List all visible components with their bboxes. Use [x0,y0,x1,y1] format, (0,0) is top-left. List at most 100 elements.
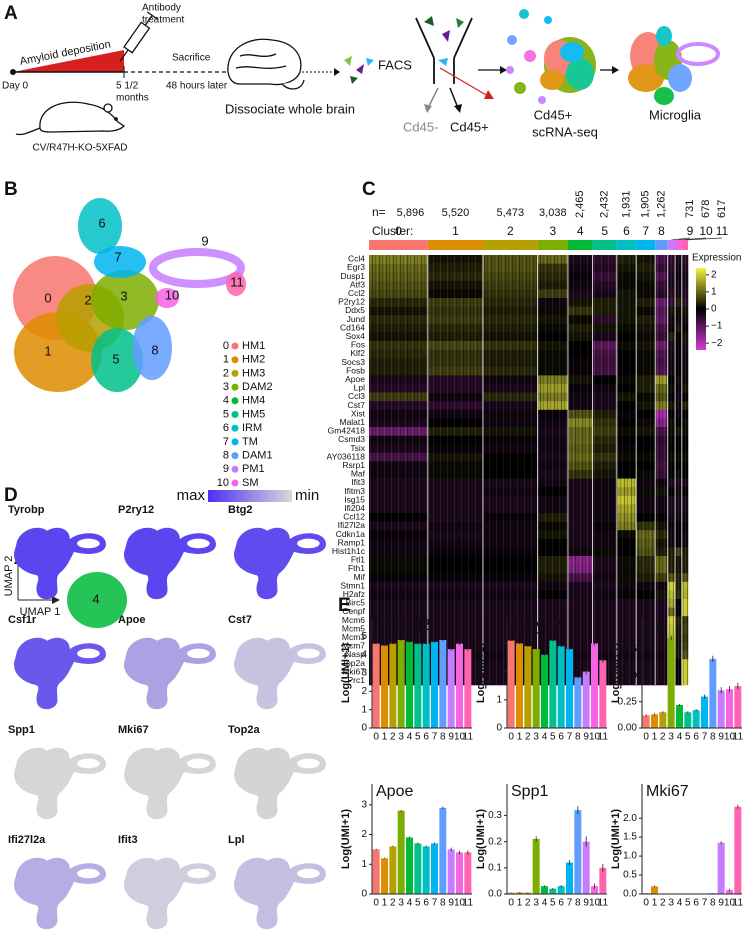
legend-id: 9 [223,463,229,475]
bar [701,696,708,728]
feature-silhouette [124,747,216,820]
cluster-id: 4 [577,224,584,238]
x-tick-label: 1 [382,898,388,909]
heatmap-texture [369,255,688,685]
bar [591,643,598,728]
gene-label: Prc1 [348,675,366,685]
n-value: 1,262 [655,190,667,218]
y-tick-label: 2 [361,829,367,840]
y-tick-label: 4 [361,649,367,660]
x-tick-label: 10 [724,732,736,743]
bar [422,643,430,728]
gene-label: Ccl2 [348,288,365,298]
bar [651,886,658,894]
bar [667,637,675,728]
x-tick-label: 5 [685,732,691,743]
legend-name: SM [242,477,259,489]
x-tick-label: 6 [423,898,429,909]
sacrifice-label: Sacrifice [172,53,211,64]
feature-title: Ifit3 [118,834,138,846]
feature-plot [14,637,106,710]
cluster-bar [427,240,483,250]
gene-label: Cst7 [348,400,366,410]
umap-thumbnail [506,9,596,104]
cluster-number: 9 [201,233,208,248]
x-tick-label: 2 [390,732,396,743]
x-tick-label: 0 [373,732,379,743]
feature-title: Spp1 [8,724,35,736]
y-tick-label: 3 [496,638,502,649]
cluster-number: 4 [92,591,99,606]
facs-label: FACS [378,57,412,72]
x-tick-label: 7 [567,898,573,909]
x-tick-label: 3 [533,732,539,743]
feature-title: P2ry12 [118,504,154,516]
gene-label: Ifi204 [344,503,365,513]
legend-name: HM4 [242,395,265,407]
cluster-id: 7 [642,224,649,238]
panel-c: C n= Cluster: 5,896 0 5,520 1 5,473 2 3,038 3 2,46… [327,179,741,686]
feature-plot [124,637,216,710]
arrowhead [612,66,619,74]
x-tick-label: 5 [685,898,691,909]
gene-label: Cdkn1a [336,529,366,539]
y-tick-label: 1.5 [623,832,637,843]
gene-label: Hist1h1c [332,546,366,556]
legend-name: HM5 [242,408,265,420]
legend-name: DAM2 [242,381,273,393]
legend-dot [231,383,239,391]
loop-hole [297,648,320,659]
loop-hole [77,868,100,879]
cluster-number: 1 [44,343,51,358]
bar [439,807,447,894]
x-tick-label: 6 [558,732,564,743]
feature-title: Tyrobp [8,504,45,516]
x-tick-label: 7 [702,732,708,743]
bar [397,640,405,728]
x-tick-label: 9 [583,732,589,743]
umap-cluster [67,572,127,628]
syringe [119,11,158,62]
cluster-id: 11 [716,224,729,238]
legend-id: 8 [223,450,229,462]
feature-plot [234,747,326,820]
cluster-number: 5 [112,351,119,366]
gene-label: Csmd3 [338,434,365,444]
bar [372,643,380,728]
months-label: months [116,93,149,104]
bar [599,660,607,728]
bar [532,649,540,728]
cluster-number: 8 [151,342,158,357]
max-label: max [177,487,206,504]
bar [524,892,532,894]
gene-label: Stmn1 [340,580,365,590]
x-tick-label: 4 [677,732,683,743]
cluster-label: Cluster: [372,224,413,238]
y-tick-label: 2.0 [623,813,637,824]
x-tick-label: 2 [525,732,531,743]
y-tick-label: 1 [496,694,502,705]
bar [507,892,515,894]
bar [464,649,472,728]
bar [676,704,683,728]
x-tick-label: 11 [463,732,474,743]
feature-title: Btg2 [228,504,252,516]
min-label: min [295,487,319,504]
cluster-bar [636,240,656,250]
feature-plot [14,747,106,820]
bar [541,654,548,728]
n-value: 5,520 [442,207,470,219]
x-tick-label: 8 [440,732,446,743]
bar [532,839,540,894]
legend-id: 2 [223,367,229,379]
feature-title: Cst7 [228,614,252,626]
x-tick-label: 7 [432,732,438,743]
gene-label: AY036118 [327,451,366,461]
loop-hole [297,868,320,879]
legend-title: Expression [692,253,741,264]
cluster-bar [616,240,637,250]
gene-label: Mif [354,572,366,582]
bar [456,643,463,728]
bar [734,686,742,728]
